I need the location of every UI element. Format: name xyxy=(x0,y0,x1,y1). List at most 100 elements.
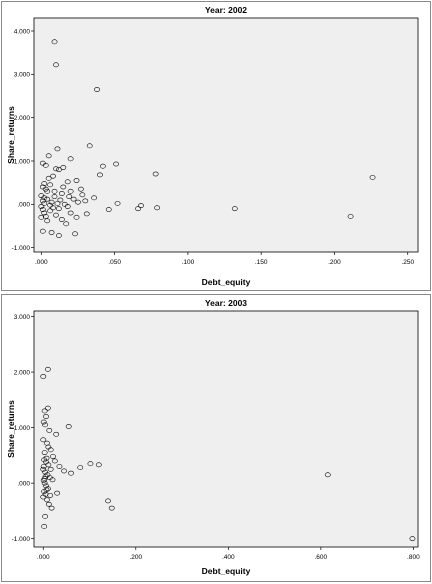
scatter-point xyxy=(114,201,121,206)
scatter-point xyxy=(40,466,47,472)
scatter-point xyxy=(73,178,80,183)
scatter-point xyxy=(44,486,51,492)
scatter-point xyxy=(40,494,47,500)
chart-panel-2002: Year: 2002 .000 .050 .100 .150 .200 .250 -1.000… xyxy=(1,1,431,291)
scatter-point xyxy=(64,204,71,209)
scatter-point xyxy=(48,230,55,235)
scatter-point xyxy=(41,210,48,216)
scatter-point xyxy=(41,524,48,529)
x-axis-label: Debt_equity xyxy=(202,566,251,576)
scatter-point xyxy=(42,474,49,479)
scatter-point xyxy=(57,197,64,203)
scatter-point xyxy=(51,194,58,199)
scatter-point xyxy=(41,201,48,206)
scatter-point xyxy=(40,464,47,469)
scatter-point xyxy=(44,218,51,224)
scatter-point xyxy=(47,202,54,208)
scatter-point xyxy=(48,199,55,205)
scatter-point xyxy=(56,464,63,469)
chart-title: Year: 2002 xyxy=(205,5,247,15)
scatter-point xyxy=(42,214,49,219)
scatter-point xyxy=(43,455,50,461)
scatter-point xyxy=(68,470,74,476)
y-tick-label: 3.000 xyxy=(14,314,31,321)
scatter-point xyxy=(78,186,84,192)
scatter-point xyxy=(40,374,47,379)
scatter-point xyxy=(51,188,58,194)
scatter-point xyxy=(47,208,54,214)
scatter-point xyxy=(94,87,100,92)
scatter-point xyxy=(47,466,54,472)
scatter-point xyxy=(54,490,61,496)
scatter-point xyxy=(324,472,331,478)
scatter-point xyxy=(50,205,56,211)
scatter-point xyxy=(347,214,354,219)
scatter-point xyxy=(56,206,62,212)
scatter-point xyxy=(46,427,53,433)
scatter-point xyxy=(135,206,141,212)
x-tick-label: .000 xyxy=(37,554,50,561)
scatter-point xyxy=(39,207,46,212)
scatter-point xyxy=(113,161,119,167)
scatter-point xyxy=(73,214,80,220)
scatter-point xyxy=(41,476,48,482)
y-tick-label: 1.000 xyxy=(14,425,31,432)
scatter-point xyxy=(41,408,48,414)
x-tick-label: .100 xyxy=(182,259,195,266)
scatter-point xyxy=(108,505,115,511)
scatter-point xyxy=(369,175,376,180)
scatter-point xyxy=(105,498,111,504)
scatter-point xyxy=(409,536,416,542)
plot-area xyxy=(33,17,419,253)
scatter-point xyxy=(45,175,52,181)
x-tick-label: .200 xyxy=(328,259,341,266)
scatter-point xyxy=(49,477,56,483)
scatter-point xyxy=(91,195,97,201)
x-tick-label: .000 xyxy=(35,259,48,266)
scatter-chart-2003: Year: 2003 .000 .200 .400 .600 .800 -1.000 .000… xyxy=(6,298,420,576)
y-tick-label: 1.000 xyxy=(14,158,31,165)
scatter-point xyxy=(44,405,51,411)
scatter-chart-2002: Year: 2002 .000 .050 .100 .150 .200 .250 -1.000… xyxy=(6,5,419,287)
y-axis-label: Share_returns xyxy=(6,106,16,164)
scatter-point xyxy=(152,171,159,177)
chart-title: Year: 2003 xyxy=(205,298,247,308)
scatter-point xyxy=(75,199,81,205)
scatter-point xyxy=(53,166,59,172)
scatter-point xyxy=(138,203,144,209)
scatter-point xyxy=(97,172,103,178)
scatter-point xyxy=(67,188,74,194)
scatter-point xyxy=(40,437,47,443)
y-tick-label: .000 xyxy=(17,202,30,209)
y-axis-label: Share_returns xyxy=(6,400,16,458)
x-tick-label: .600 xyxy=(315,554,328,561)
scatter-point xyxy=(60,184,67,190)
scatter-point xyxy=(45,501,52,507)
scatter-point xyxy=(51,458,58,464)
scatter-point xyxy=(56,233,62,238)
scatter-point xyxy=(39,228,46,234)
y-tick-label: 3.000 xyxy=(14,72,31,79)
scatter-point xyxy=(58,191,65,196)
x-tick-label: .050 xyxy=(108,259,121,266)
scatter-point xyxy=(48,505,55,511)
scatter-point xyxy=(83,211,90,217)
scatter-point xyxy=(54,146,61,152)
scatter-point xyxy=(42,514,49,519)
scatter-point xyxy=(38,214,45,220)
scatter-point xyxy=(50,454,56,459)
scatter-point xyxy=(50,173,56,179)
y-tick-label: 2.000 xyxy=(14,115,31,122)
scatter-point xyxy=(42,422,49,428)
scatter-point xyxy=(53,212,59,218)
chart-panel-2003: Year: 2003 .000 .200 .400 .600 .800 -1.000 .000… xyxy=(1,294,431,582)
scatter-point xyxy=(47,182,54,188)
scatter-point xyxy=(60,165,67,170)
scatter-point xyxy=(58,217,65,222)
scatter-point xyxy=(72,231,78,237)
scatter-point xyxy=(67,156,74,162)
scatter-point xyxy=(40,419,47,425)
scatter-point xyxy=(45,444,52,450)
y-tick-label: .000 xyxy=(17,480,30,487)
scatter-point xyxy=(61,468,67,474)
